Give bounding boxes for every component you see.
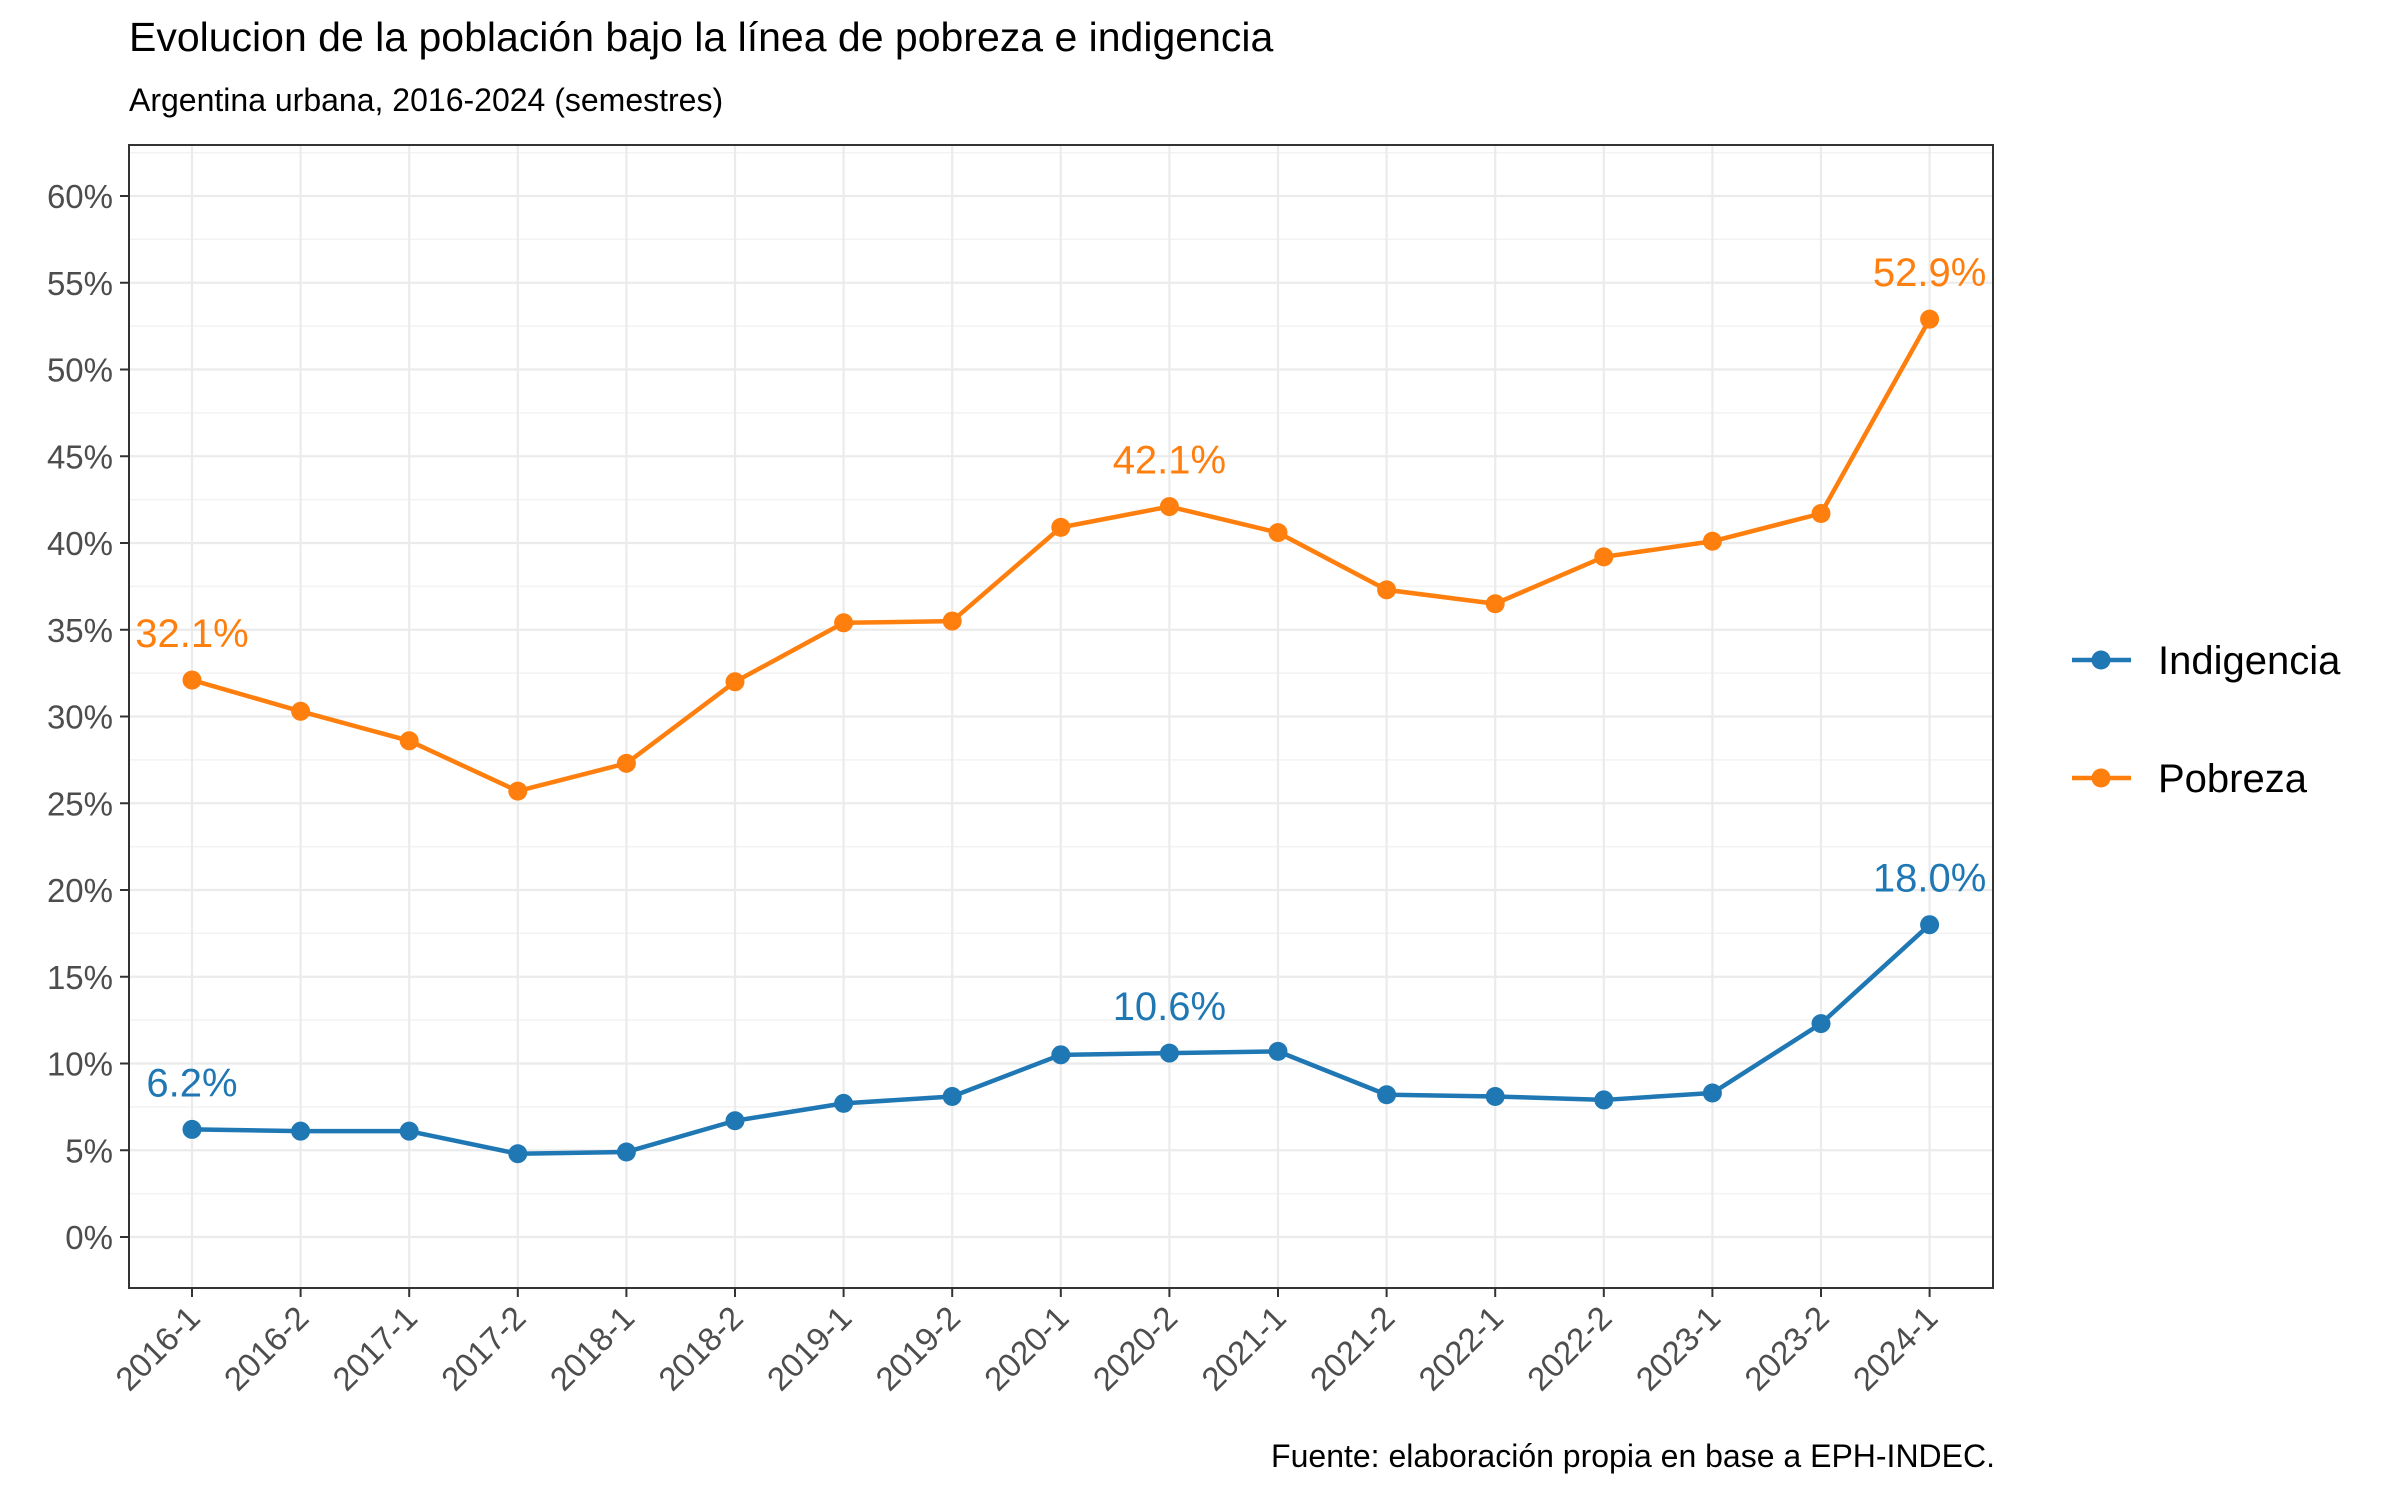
data-point [1702,1083,1722,1103]
y-tick-label: 20% [47,872,113,909]
data-point [1594,547,1614,567]
data-point [942,611,962,631]
data-point [1377,580,1397,600]
data-point [291,701,311,721]
data-point [291,1121,311,1141]
chart-subtitle: Argentina urbana, 2016-2024 (semestres) [129,82,724,118]
data-point [942,1086,962,1106]
grid-lines [129,145,1993,1288]
x-tick-label: 2023-1 [1629,1299,1728,1398]
y-tick-label: 50% [47,352,113,389]
series-indigencia: 6.2% 10.6% 18.0% [146,857,1986,1164]
x-tick-label: 2022-2 [1520,1299,1619,1398]
data-point [1051,517,1071,537]
data-label: 6.2% [146,1061,237,1105]
legend-key-point [2091,768,2111,788]
y-tick-label: 0% [65,1219,113,1256]
x-tick-label: 2019-1 [760,1299,859,1398]
x-tick-label: 2021-1 [1194,1299,1293,1398]
x-tick-label: 2018-1 [543,1299,642,1398]
data-point [1051,1045,1071,1065]
legend-item-indigencia: Indigencia [2072,639,2341,683]
x-tick-label: 2024-1 [1846,1299,1945,1398]
data-point [1159,1043,1179,1063]
y-tick-label: 35% [47,612,113,649]
x-tick-label: 2016-2 [217,1299,316,1398]
x-tick-label: 2020-1 [977,1299,1076,1398]
x-tick-label: 2018-2 [651,1299,750,1398]
data-label: 42.1% [1113,439,1226,483]
y-tick-label: 10% [47,1046,113,1083]
y-tick-label: 25% [47,785,113,822]
chart-caption: Fuente: elaboración propia en base a EPH… [1271,1438,1995,1474]
data-point [1268,523,1288,543]
data-point [725,672,745,692]
data-point [834,613,854,633]
data-point [1920,309,1940,329]
data-point [1268,1041,1288,1061]
data-point [399,731,419,751]
x-tick-label: 2023-2 [1737,1299,1836,1398]
data-point [508,1144,528,1164]
data-point [616,1142,636,1162]
legend-key-point [2091,650,2111,670]
data-point [182,1119,202,1139]
legend-label: Pobreza [2158,757,2308,801]
x-tick-label: 2017-2 [434,1299,533,1398]
data-point [399,1121,419,1141]
data-point [1594,1090,1614,1110]
data-label: 18.0% [1873,857,1986,901]
data-label: 32.1% [135,612,248,656]
y-tick-label: 55% [47,265,113,302]
data-point [1485,594,1505,614]
data-point [725,1111,745,1131]
y-tick-label: 30% [47,699,113,736]
data-point [1702,531,1722,551]
data-point [508,781,528,801]
x-tick-label: 2016-1 [108,1299,207,1398]
data-point [616,753,636,773]
x-tick-label: 2019-2 [868,1299,967,1398]
data-point [1920,915,1940,935]
x-tick-label: 2017-1 [325,1299,424,1398]
legend-item-pobreza: Pobreza [2072,757,2308,801]
data-point [834,1093,854,1113]
x-tick-label: 2020-2 [1086,1299,1185,1398]
data-point [182,670,202,690]
data-point [1159,497,1179,517]
x-tick-label: 2022-1 [1411,1299,1510,1398]
data-point [1485,1086,1505,1106]
legend-label: Indigencia [2158,639,2341,683]
y-tick-label: 60% [47,178,113,215]
data-point [1811,1014,1831,1034]
y-tick-label: 45% [47,438,113,475]
y-tick-label: 15% [47,959,113,996]
legend: Indigencia Pobreza [2072,639,2341,801]
y-tick-label: 40% [47,525,113,562]
chart-title: Evolucion de la población bajo la línea … [129,14,1274,60]
data-point [1811,504,1831,524]
x-tick-label: 2021-2 [1303,1299,1402,1398]
data-label: 52.9% [1873,251,1986,295]
series-pobreza: 32.1% 42.1% 52.9% [135,251,1986,801]
data-label: 10.6% [1113,985,1226,1029]
series-layer: 6.2% 10.6% 18.0% 32.1% 42.1% 52.9% [135,251,1986,1164]
data-point [1377,1085,1397,1105]
y-tick-label: 5% [65,1132,113,1169]
